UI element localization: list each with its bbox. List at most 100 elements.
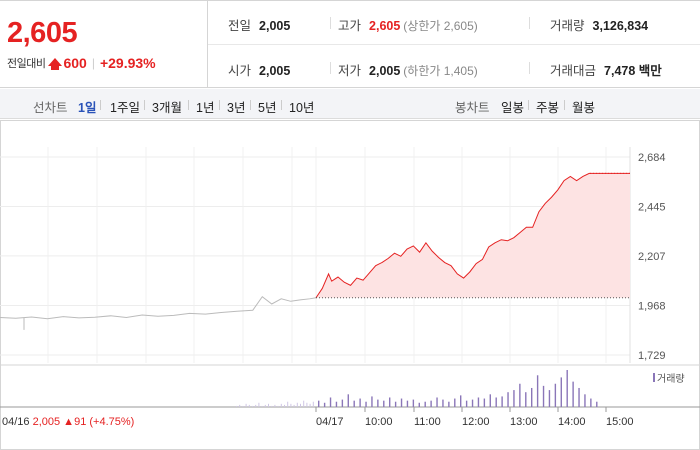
period-separator — [564, 100, 565, 110]
up-triangle-icon — [48, 58, 63, 70]
stat-open: 시가 2,005 — [228, 64, 291, 78]
volume-bar — [578, 387, 580, 407]
volume-bar — [495, 397, 497, 407]
volume-bar — [290, 403, 292, 407]
volume-bar — [471, 399, 474, 407]
volume-bar — [513, 390, 515, 407]
volume-bar — [353, 400, 355, 407]
volume-bar — [284, 404, 285, 407]
line-chart-label: 선차트 — [33, 101, 68, 115]
candle-weekly[interactable]: 주봉 — [536, 101, 560, 115]
volume-bar — [436, 397, 438, 407]
volume-bar — [306, 402, 308, 407]
volume-bar — [590, 398, 592, 407]
candle-daily[interactable]: 일봉 — [501, 101, 525, 115]
current-price: 2,605 — [7, 17, 78, 49]
volume-bar — [596, 401, 598, 407]
volume-bar — [465, 400, 468, 407]
x-tick-label: 12:00 — [462, 416, 490, 428]
volume-bar — [400, 398, 403, 407]
x-tick-label: 14:00 — [558, 416, 586, 428]
period-5-years[interactable]: 5년 — [258, 101, 277, 115]
period-10-years[interactable]: 10년 — [289, 101, 315, 115]
change-row: 전일대비 600 | +29.93% — [7, 55, 156, 71]
volume-bar — [430, 400, 432, 407]
volume-bar — [236, 405, 237, 407]
volume-bar — [248, 404, 250, 407]
price-chart[interactable]: 2,684 2,445 2,207 1,968 1,729 거래량 04/17 10:00 11… — [0, 120, 700, 450]
period-separator — [100, 100, 101, 110]
volume-bar — [323, 402, 326, 407]
stat-low: 저가 2,005 (하한가 1,405) — [338, 64, 478, 78]
volume-bar — [448, 401, 450, 407]
price-summary: 2,605 전일대비 600 | +29.93% — [0, 1, 208, 88]
volume-bar — [277, 405, 279, 407]
volume-bar — [264, 404, 266, 407]
x-tick-label: 13:00 — [510, 416, 538, 428]
volume-bar — [255, 404, 257, 407]
volume-bar — [318, 400, 320, 407]
y-tick-label: 1,729 — [638, 350, 666, 362]
volume-bar — [287, 401, 289, 407]
stat-trade-value: 거래대금 7,478 백만 — [550, 64, 662, 78]
volume-bar — [271, 405, 273, 407]
volume-bar — [280, 403, 282, 407]
x-tick-label: 15:00 — [606, 416, 634, 428]
volume-bar — [252, 405, 253, 407]
period-separator — [528, 100, 529, 110]
volume-bar — [329, 397, 332, 407]
candle-monthly[interactable]: 월봉 — [572, 101, 596, 115]
volume-bar — [293, 404, 295, 407]
candle-chart-label: 봉차트 — [455, 101, 490, 115]
volume-bar — [242, 405, 244, 407]
today-price-area — [316, 173, 630, 298]
volume-bar — [312, 401, 314, 407]
prev-day-change-pct: (+4.75%) — [89, 416, 134, 428]
volume-bar — [365, 401, 367, 407]
volume-bar — [483, 398, 486, 407]
volume-bar — [258, 402, 260, 407]
volume-bar — [507, 392, 509, 407]
stat-volume: 거래량 3,126,834 — [550, 19, 649, 33]
volume-bar — [412, 399, 415, 407]
x-tick-label: 10:00 — [365, 416, 393, 428]
prev-day-change: 91 — [74, 416, 89, 428]
volume-legend-label: 거래량 — [657, 373, 685, 385]
stats-divider — [208, 44, 700, 45]
quote-header: 2,605 전일대비 600 | +29.93% 전일 2,005 시가 2,005… — [0, 0, 700, 88]
period-1-day[interactable]: 1일 — [78, 101, 97, 115]
volume-bar — [389, 397, 391, 407]
volume-bar — [261, 405, 263, 407]
period-3-years[interactable]: 3년 — [227, 101, 246, 115]
prev-day-date: 04/16 — [2, 416, 33, 428]
volume-bar — [424, 401, 426, 407]
volume-bar — [245, 403, 247, 407]
prev-day-price-line — [0, 296, 317, 320]
change-separator: | — [91, 56, 95, 70]
period-1-year[interactable]: 1년 — [196, 101, 215, 115]
volume-bar — [383, 400, 385, 407]
volume-bar — [460, 395, 462, 407]
volume-bar — [560, 377, 562, 407]
stat-prev-close: 전일 2,005 — [228, 19, 291, 33]
x-tick-label: 04/17 — [316, 416, 344, 428]
stat-separator — [330, 17, 331, 29]
volume-bar — [239, 404, 241, 407]
volume-bar — [347, 394, 349, 407]
period-3-months[interactable]: 3개월 — [152, 101, 182, 115]
volume-bar — [572, 381, 574, 407]
volume-bar — [296, 402, 298, 407]
stat-separator — [529, 62, 530, 74]
period-separator — [281, 100, 282, 110]
today-price-line — [315, 172, 630, 299]
y-tick-label: 2,445 — [638, 202, 666, 214]
y-tick-label: 1,968 — [638, 300, 666, 312]
change-percent: +29.93% — [99, 55, 156, 71]
volume-bar — [309, 403, 311, 407]
stat-separator — [529, 17, 530, 29]
period-1-week[interactable]: 1주일 — [110, 101, 140, 115]
period-separator — [144, 100, 145, 110]
prev-day-summary: 04/16 2,005 ▲91 (+4.75%) — [2, 416, 134, 428]
volume-bar — [418, 402, 420, 407]
volume-bar — [268, 403, 269, 407]
